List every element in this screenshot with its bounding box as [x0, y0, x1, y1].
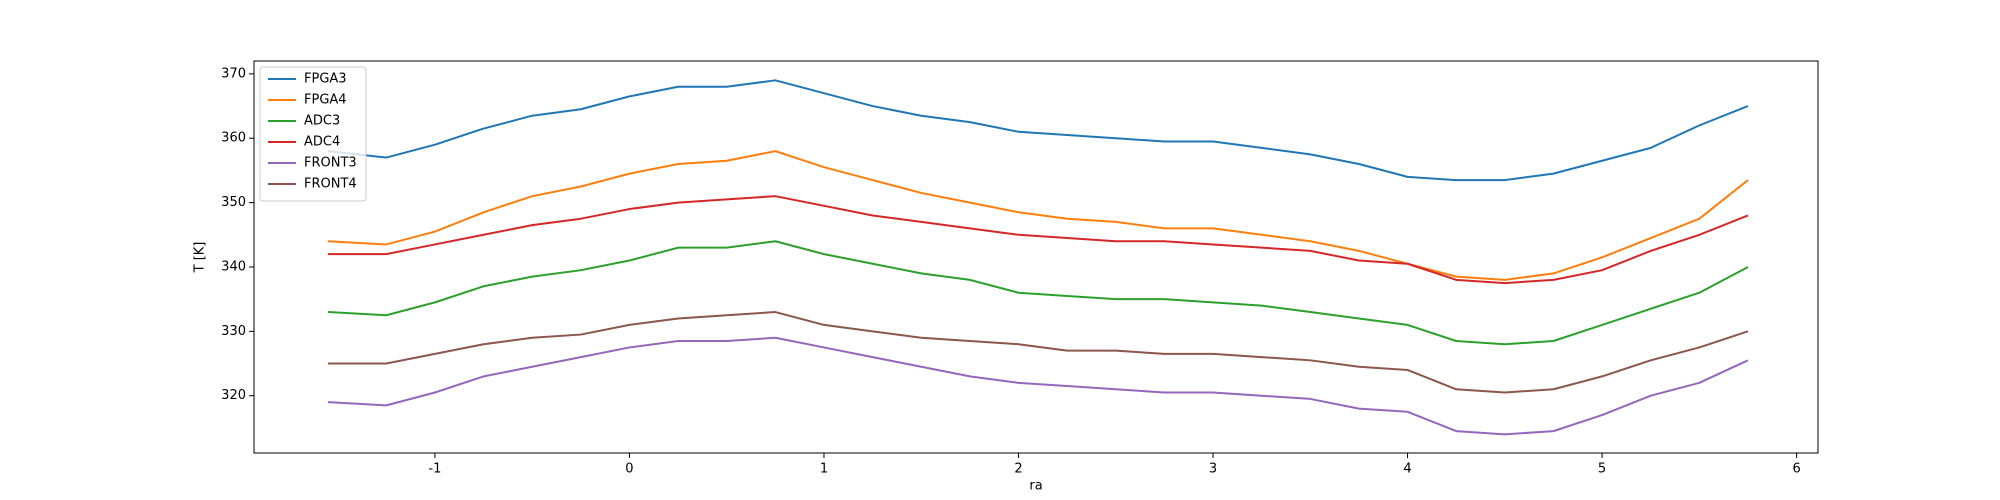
x-tick-label: 1: [820, 462, 828, 477]
data-line: [327, 336, 1749, 436]
legend-label: FRONT4: [304, 177, 357, 192]
y-tick-label: 350: [221, 195, 246, 210]
x-tick-label: 6: [1792, 462, 1800, 477]
y-tick-label: 340: [221, 259, 246, 274]
y-axis-label: T [K]: [193, 242, 208, 274]
y-tick-label: 320: [221, 388, 246, 403]
data-line: [327, 240, 1749, 346]
legend-label: FRONT3: [304, 156, 357, 171]
data-line: [327, 150, 1749, 281]
x-tick-label: 2: [1014, 462, 1022, 477]
data-line: [327, 195, 1749, 285]
x-tick-label: 0: [625, 462, 633, 477]
y-tick-label: 360: [221, 131, 246, 146]
x-tick-label: 3: [1209, 462, 1217, 477]
legend-label: FPGA4: [304, 93, 347, 108]
data-line: [327, 311, 1749, 394]
legend-label: FPGA3: [304, 72, 347, 87]
data-line: [327, 79, 1749, 182]
y-tick-label: 370: [221, 66, 246, 81]
x-tick-label: -1: [428, 462, 441, 477]
plot-frame: [253, 60, 1819, 454]
legend-label: ADC4: [304, 135, 340, 150]
x-axis-label: ra: [1029, 479, 1042, 494]
x-tick-label: 5: [1598, 462, 1606, 477]
x-tick-label: 4: [1403, 462, 1411, 477]
y-tick-label: 330: [221, 324, 246, 339]
legend-label: ADC3: [304, 114, 340, 129]
